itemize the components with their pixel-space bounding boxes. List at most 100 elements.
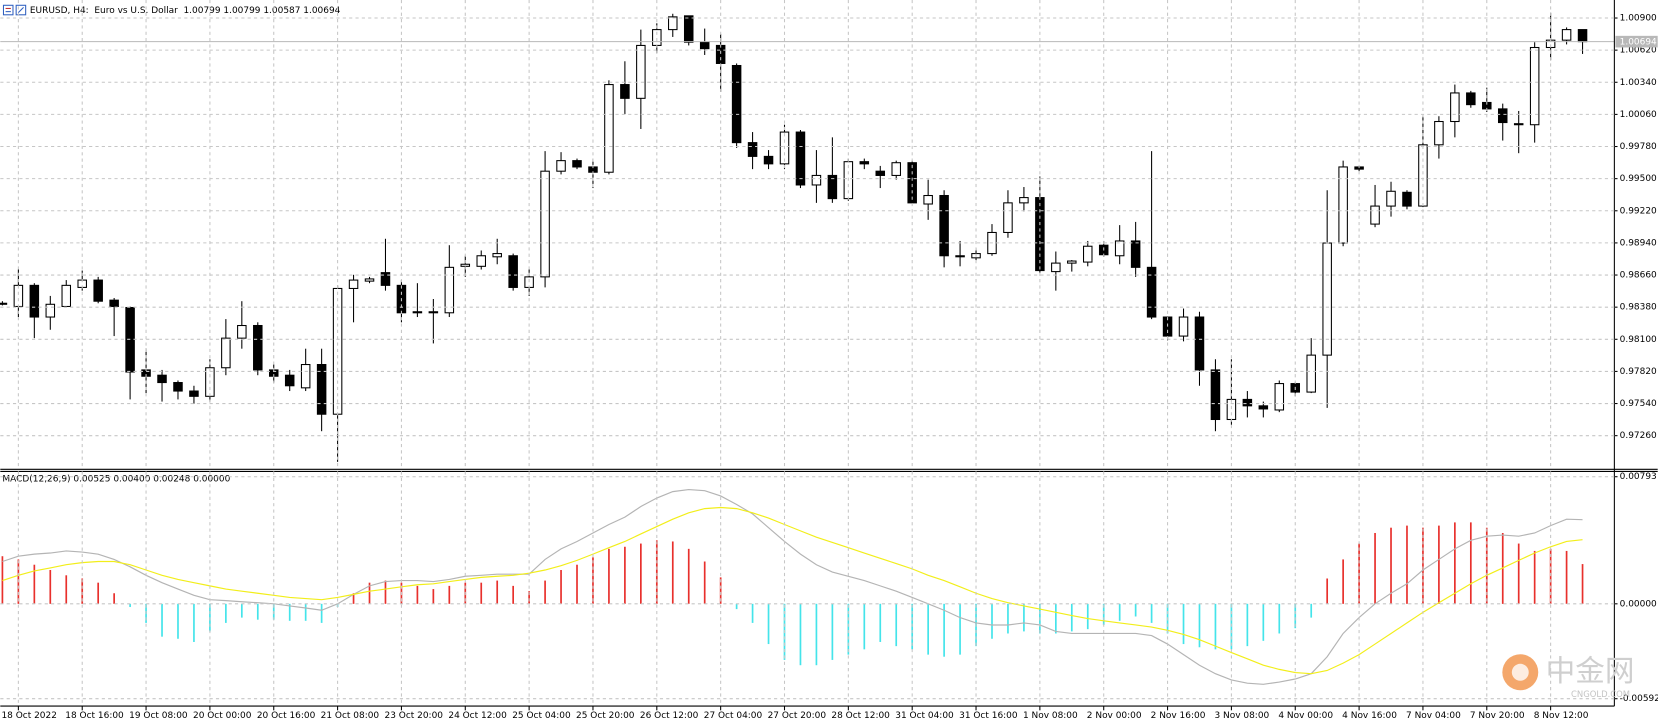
y-tick-label: 1.00900 — [1620, 14, 1657, 24]
icon — [2, 4, 14, 16]
x-tick-label: 31 Oct 04:00 — [895, 711, 954, 721]
x-tick-label: 27 Oct 04:00 — [704, 711, 763, 721]
candle-body — [1497, 108, 1508, 124]
indicator-line — [2, 506, 1583, 675]
x-tick-label: 21 Oct 08:00 — [321, 711, 380, 721]
candle-body — [1019, 197, 1029, 204]
candle-body — [460, 263, 471, 267]
candle-body — [1003, 202, 1013, 233]
x-tick-label: 27 Oct 20:00 — [768, 711, 827, 721]
y-tick-label: 0.98660 — [1620, 271, 1657, 281]
candle-body — [1450, 92, 1460, 123]
candle-body — [237, 324, 247, 339]
candle-body — [891, 162, 901, 176]
candle-body — [29, 284, 40, 318]
icon-line — [17, 7, 24, 14]
y-tick-label: 1.00620 — [1620, 46, 1657, 56]
y-tick-label: 0.00793 — [1620, 472, 1657, 482]
x-tick-label: 18 Oct 16:00 — [65, 711, 124, 721]
candle-body — [1513, 123, 1524, 126]
candle-body — [93, 279, 103, 302]
candle-body — [61, 284, 72, 308]
candle-body — [1370, 205, 1380, 225]
last-price-label: 1.00694 — [1620, 38, 1657, 48]
candle-body — [1210, 369, 1221, 421]
x-tick-label: 28 Oct 12:00 — [831, 711, 890, 721]
x-tick-label: 4 Nov 00:00 — [1278, 711, 1333, 721]
candle-body — [1274, 383, 1285, 411]
candle-body — [428, 311, 439, 314]
x-tick-label: 25 Oct 20:00 — [576, 711, 635, 721]
candle-body — [923, 194, 933, 205]
x-tick-label: 1 Nov 08:00 — [1023, 711, 1078, 721]
candle-body — [795, 131, 806, 186]
candle-body — [0, 302, 8, 305]
candle-body — [1561, 29, 1572, 41]
watermark: 中金网 CNGOLD.COM — [1502, 654, 1634, 699]
candle-body — [348, 279, 359, 289]
y-tick-label: 0.98940 — [1620, 238, 1657, 248]
candle-body — [907, 162, 917, 204]
candle-body — [1242, 398, 1253, 407]
candle-body — [955, 255, 965, 258]
candle-body — [763, 155, 774, 165]
y-tick-label: 0.98100 — [1620, 335, 1657, 345]
candle-body — [715, 44, 726, 64]
candle-body — [412, 311, 423, 314]
candle-body — [476, 255, 486, 267]
candle-body — [747, 142, 758, 157]
candle-body — [1386, 190, 1396, 207]
candle-body — [1178, 316, 1189, 337]
y-tick-label: 0.98380 — [1620, 303, 1657, 313]
x-tick-label: 3 Nov 08:00 — [1214, 711, 1269, 721]
y-tick-label: 0.99780 — [1620, 142, 1657, 152]
x-tick-label: 8 Nov 12:00 — [1534, 711, 1589, 721]
candle-body — [572, 160, 582, 168]
x-tick-label: 25 Oct 04:00 — [512, 711, 571, 721]
x-tick-label: 26 Oct 12:00 — [640, 711, 699, 721]
last-price-box — [1615, 35, 1658, 48]
candle-body — [683, 15, 694, 43]
candle-body — [1306, 354, 1316, 393]
y-tick-label: 1.00340 — [1620, 78, 1657, 88]
candle-body — [316, 364, 327, 415]
candle-body — [1434, 120, 1444, 146]
candle-body — [1067, 260, 1077, 264]
candle-body — [1146, 266, 1157, 318]
candle-body — [556, 160, 566, 172]
candle-body — [1114, 240, 1125, 257]
candle-body — [1258, 405, 1269, 410]
candle-body — [668, 16, 678, 31]
candle-body — [45, 303, 56, 318]
candle-body — [253, 324, 263, 371]
candle-body — [604, 84, 614, 173]
candle-body — [300, 364, 311, 389]
candle-body — [221, 337, 231, 369]
x-tick-label: 20 Oct 00:00 — [193, 711, 252, 721]
x-tick-label: 19 Oct 08:00 — [129, 711, 188, 721]
candle-body — [1035, 197, 1045, 272]
candle-body — [444, 266, 455, 314]
indicator-title: MACD(12,26,9) 0.00525 0.00400 0.00248 0.… — [2, 474, 230, 484]
candle-body — [1338, 166, 1348, 244]
candle-body — [364, 278, 375, 282]
candle-body — [620, 84, 630, 99]
y-tick-label: 0.00000 — [1620, 599, 1657, 609]
candle-body — [1402, 191, 1412, 207]
candle-body — [380, 272, 391, 286]
candle-body — [636, 44, 646, 99]
indicator-line — [2, 488, 1583, 685]
x-tick-label: 2 Nov 00:00 — [1087, 711, 1142, 721]
watermark-logo — [1511, 663, 1529, 681]
candle-body — [173, 382, 183, 392]
chart-icons — [2, 4, 27, 16]
y-tick-label: -0.00592 — [1620, 694, 1658, 704]
candle-body — [1322, 242, 1332, 356]
x-tick-label: 2 Nov 16:00 — [1151, 711, 1206, 721]
y-tick-label: 1.00060 — [1620, 110, 1657, 120]
x-tick-label: 20 Oct 16:00 — [257, 711, 316, 721]
y-tick-label: 0.97820 — [1620, 367, 1657, 377]
candle-body — [939, 194, 949, 257]
candle-body — [157, 374, 167, 384]
